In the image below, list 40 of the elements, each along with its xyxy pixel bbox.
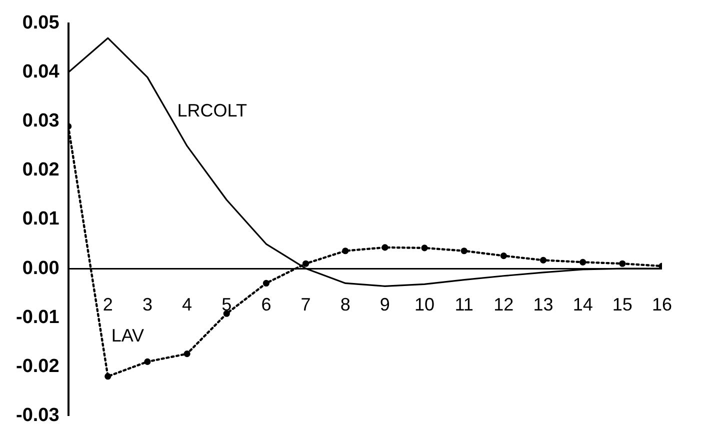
x-tick-label: 14	[572, 294, 593, 314]
x-tick-label: 2	[102, 294, 113, 314]
point	[223, 310, 230, 317]
point	[184, 350, 190, 358]
y-tick-label: -0.03	[16, 404, 60, 426]
x-tick-label: 4	[182, 294, 192, 314]
y-tick-label: 0.01	[22, 208, 60, 230]
x-tick-label: 7	[300, 294, 311, 314]
point	[104, 373, 112, 380]
y-tick-label: 0.05	[22, 12, 60, 34]
point	[540, 256, 547, 264]
x-tick-label: 13	[533, 294, 554, 314]
y-tick-label: -0.02	[16, 356, 60, 377]
point	[460, 248, 468, 254]
point	[619, 260, 626, 267]
point	[342, 248, 349, 254]
x-tick-label: 15	[612, 294, 632, 314]
point	[500, 252, 507, 260]
x-tick-label: 8	[340, 294, 350, 314]
y-tick-label: 0.04	[22, 62, 60, 83]
point	[262, 280, 270, 287]
point	[382, 244, 388, 251]
series-label: LRCOLT	[177, 100, 247, 121]
x-tick-label: 5	[222, 294, 232, 314]
x-tick-label: 9	[380, 294, 390, 314]
x-tick-label: 6	[261, 294, 272, 314]
x-tick-label: 10	[414, 294, 435, 314]
y-tick-label: -0.01	[16, 306, 60, 328]
series-label: LAV	[111, 326, 144, 346]
x-tick-label: 11	[454, 294, 474, 314]
point	[580, 258, 586, 266]
point	[144, 358, 151, 365]
x-tick-label: 16	[652, 294, 672, 314]
point	[302, 260, 310, 267]
x-tick-label: 12	[494, 294, 514, 314]
x-tick-label: 3	[142, 294, 152, 314]
y-tick-label: 0.00	[22, 258, 60, 279]
point	[421, 244, 428, 252]
y-tick-label: 0.03	[22, 110, 60, 132]
y-tick-label: 0.02	[22, 160, 60, 181]
